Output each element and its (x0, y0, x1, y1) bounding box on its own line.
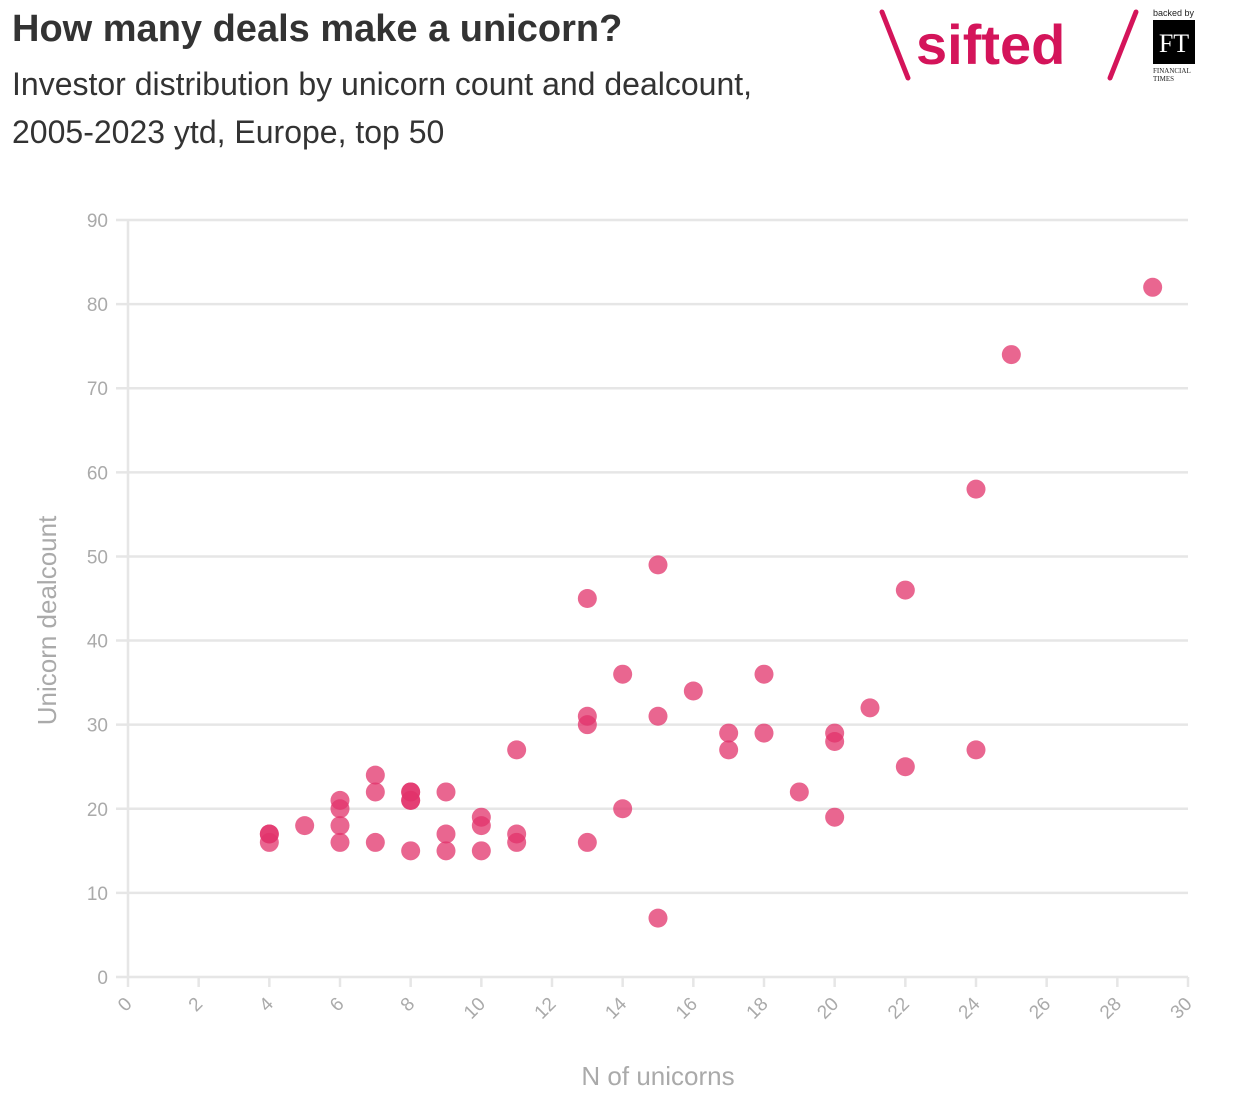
sifted-logo: sifted backed by FT FINANCIAL TIMES (879, 8, 1195, 83)
data-point (683, 681, 703, 701)
data-point (330, 816, 350, 836)
data-point (436, 782, 456, 802)
logo-backed-by: backed by (1153, 8, 1195, 18)
data-point (613, 664, 633, 684)
x-tick-label: 30 (1167, 994, 1197, 1024)
data-point (966, 479, 986, 499)
data-point (471, 816, 491, 836)
data-point (648, 706, 668, 726)
ft-name-line2: TIMES (1153, 75, 1174, 83)
x-tick-label: 28 (1096, 994, 1126, 1024)
data-point (295, 816, 315, 836)
data-point (259, 832, 279, 852)
data-point (648, 555, 668, 575)
grid-layer (116, 218, 1188, 979)
y-tick-label: 90 (87, 211, 108, 232)
logo-right-slash (1107, 9, 1139, 81)
data-point (401, 841, 421, 861)
data-point (754, 664, 774, 684)
data-point (577, 589, 597, 608)
x-tick-label: 16 (672, 994, 702, 1024)
x-tick-label: 20 (813, 994, 843, 1024)
data-point (754, 723, 774, 743)
data-point (436, 841, 456, 861)
data-point (1143, 277, 1163, 297)
data-point (365, 782, 385, 802)
x-tick-label: 10 (460, 994, 490, 1024)
data-point (330, 799, 350, 819)
x-tick-label: 24 (955, 993, 985, 1023)
x-tick-label: 4 (256, 993, 279, 1016)
x-tick-label: 8 (397, 994, 419, 1016)
data-point (966, 740, 986, 760)
data-point (719, 740, 739, 760)
y-tick-label: 10 (87, 884, 108, 905)
y-axis-label: Unicorn dealcount (32, 515, 62, 725)
ft-logo-box (1153, 20, 1195, 64)
x-tick-label: 12 (531, 994, 561, 1024)
x-tick-label: 0 (114, 994, 136, 1016)
y-tick-label: 0 (97, 968, 108, 989)
y-tick-label: 40 (87, 632, 108, 653)
x-tick-label: 26 (1025, 994, 1055, 1024)
data-point (895, 757, 915, 777)
ft-name-line1: FINANCIAL (1153, 67, 1191, 75)
data-point (789, 782, 809, 802)
x-tick-label: 22 (884, 994, 914, 1024)
data-point (507, 832, 527, 852)
data-point (825, 731, 845, 751)
x-tick-label: 6 (326, 994, 348, 1016)
point-layer (259, 277, 1163, 928)
y-tick-label: 20 (87, 800, 108, 821)
data-point (507, 740, 527, 760)
chart-subtitle: Investor distribution by unicorn count a… (12, 66, 753, 150)
data-point (330, 832, 350, 852)
x-tick-label: 2 (185, 994, 207, 1016)
data-point (719, 723, 739, 743)
y-tick-label: 70 (87, 379, 108, 400)
y-tick-label: 80 (87, 295, 108, 316)
x-axis-label: N of unicorns (581, 1061, 734, 1091)
data-point (436, 824, 456, 844)
data-point (401, 790, 421, 810)
data-point (365, 832, 385, 852)
data-point (577, 832, 597, 852)
x-tick-label: 18 (743, 994, 773, 1024)
data-point (577, 715, 597, 735)
data-point (895, 580, 915, 600)
logo-left-slash (879, 9, 911, 81)
y-tick-label: 50 (87, 547, 108, 568)
x-tick-label: 14 (601, 993, 631, 1023)
logo-brand-text: sifted (916, 13, 1065, 76)
data-point (648, 908, 668, 928)
data-point (365, 765, 385, 785)
y-tick-label: 60 (87, 463, 108, 484)
ft-logo-mark: FT (1159, 29, 1189, 58)
data-point (825, 807, 845, 827)
chart-title: How many deals make a unicorn? (12, 8, 623, 50)
data-point (860, 698, 880, 718)
data-point (471, 841, 491, 861)
data-point (1001, 345, 1021, 365)
y-tick-label: 30 (87, 716, 108, 737)
data-point (613, 799, 633, 819)
